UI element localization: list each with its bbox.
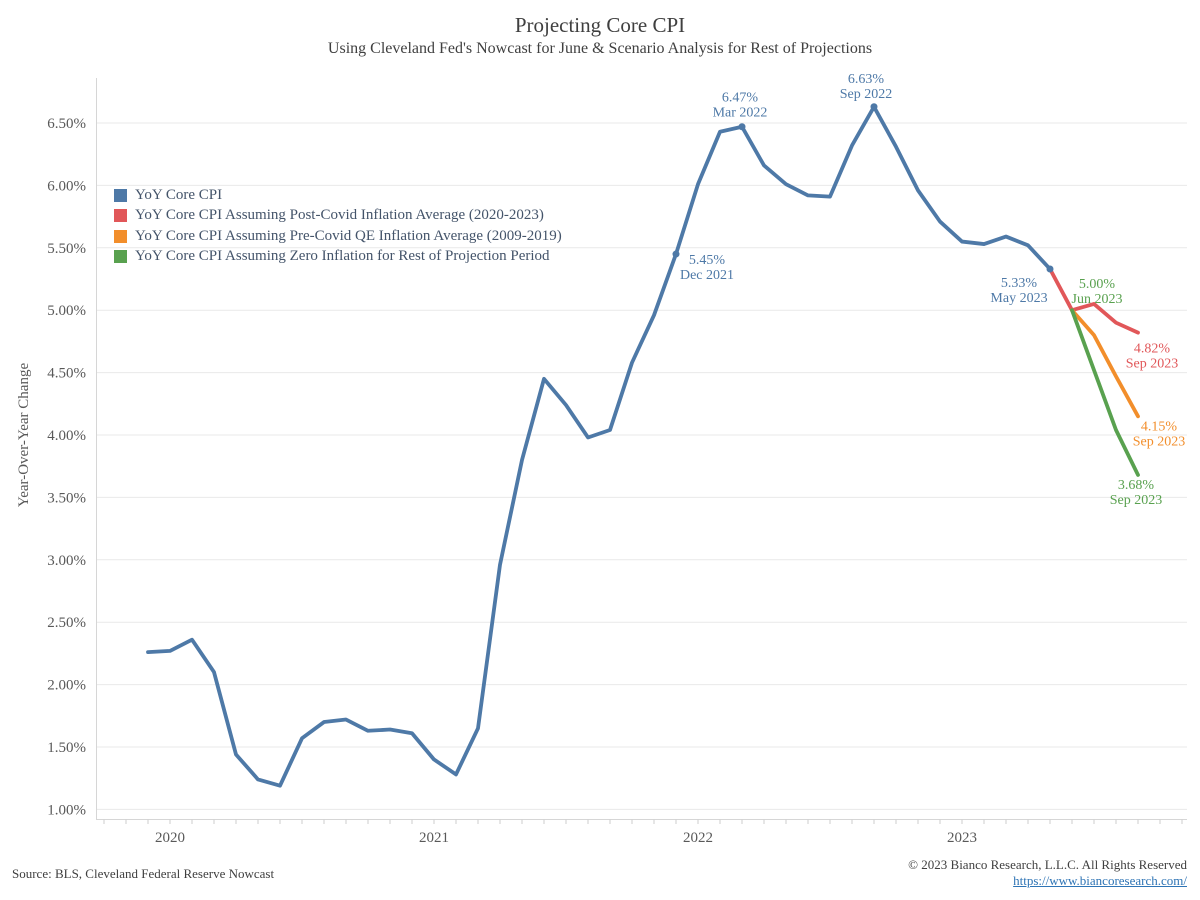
website-link[interactable]: https://www.biancoresearch.com/	[1013, 873, 1187, 888]
y-tick-label: 6.50%	[47, 116, 86, 132]
annotation-date: Jun 2023	[1072, 292, 1123, 307]
annotation-date: Mar 2022	[713, 106, 768, 121]
series-line-2	[1070, 308, 1140, 419]
x-tick-label: 2023	[947, 830, 977, 846]
gridlines	[96, 122, 1187, 810]
y-tick-label: 3.00%	[47, 553, 86, 569]
legend-label: YoY Core CPI Assuming Post-Covid Inflati…	[135, 207, 544, 224]
x-tick-label: 2022	[683, 830, 713, 846]
point-marker	[672, 250, 680, 258]
y-tick-label: 4.50%	[47, 366, 86, 382]
y-axis-title: Year-Over-Year Change	[16, 363, 32, 508]
y-tick-label: 1.00%	[47, 802, 86, 818]
legend-item: YoY Core CPI Assuming Post-Covid Inflati…	[114, 206, 562, 227]
y-tick-label: 5.50%	[47, 241, 86, 257]
legend-swatch	[114, 188, 127, 202]
legend: YoY Core CPI YoY Core CPI Assuming Post-C…	[114, 185, 562, 267]
legend-label: YoY Core CPI	[135, 186, 223, 203]
chart-title: Projecting Core CPI	[514, 13, 686, 37]
point-marker	[738, 123, 746, 131]
y-tick-label: 5.00%	[47, 303, 86, 319]
annotation-value: 4.82%	[1134, 342, 1171, 357]
annotation-date: Dec 2021	[680, 268, 734, 283]
annotation-date: Sep 2023	[1110, 493, 1163, 508]
legend-label: YoY Core CPI Assuming Pre-Covid QE Infla…	[135, 227, 562, 244]
x-tick-label: 2020	[155, 830, 185, 846]
y-tick-label: 1.50%	[47, 740, 86, 756]
series-lines	[146, 103, 1140, 788]
y-tick-label: 3.50%	[47, 490, 86, 506]
y-tick-label: 2.00%	[47, 678, 86, 694]
x-tick-label: 2021	[419, 830, 449, 846]
legend-swatch	[114, 250, 127, 264]
annotation-value: 5.45%	[689, 253, 726, 268]
source-note: Source: BLS, Cleveland Federal Reserve N…	[12, 866, 275, 881]
annotation-date: May 2023	[990, 291, 1047, 306]
legend-item: YoY Core CPI	[114, 185, 562, 206]
y-tick-label: 6.00%	[47, 178, 86, 194]
series-line-1	[1048, 267, 1140, 335]
annotation-value: 6.63%	[848, 72, 885, 87]
annotation-value: 6.47%	[722, 91, 759, 106]
copyright-text: © 2023 Bianco Research, L.L.C. All Right…	[908, 857, 1187, 872]
annotation-value: 3.68%	[1118, 478, 1155, 493]
axes: 6.50% 6.00% 5.50% 5.00% 4.50% 4.00% 3.50% 3.00%…	[47, 78, 1187, 846]
legend-swatch	[114, 209, 127, 223]
annotations: 5.45%Dec 2021 6.47%Mar 2022 6.63%Sep 2022 5…	[680, 72, 1185, 508]
series-line-3	[1070, 308, 1140, 477]
legend-item: YoY Core CPI Assuming Zero Inflation for…	[114, 247, 562, 268]
legend-swatch	[114, 229, 127, 243]
annotation-value: 5.33%	[1001, 276, 1038, 291]
annotation-date: Sep 2023	[1126, 357, 1179, 372]
y-tick-label: 4.00%	[47, 428, 86, 444]
point-marker	[1046, 265, 1054, 273]
point-marker	[870, 103, 878, 111]
annotation-value: 5.00%	[1079, 277, 1116, 292]
legend-label: YoY Core CPI Assuming Zero Inflation for…	[135, 248, 550, 265]
chart-subtitle: Using Cleveland Fed's Nowcast for June &…	[327, 40, 873, 57]
annotation-date: Sep 2023	[1133, 434, 1186, 449]
series-line-0	[146, 104, 1052, 788]
footer-right: © 2023 Bianco Research, L.L.C. All Right…	[908, 857, 1187, 889]
y-tick-label: 2.50%	[47, 615, 86, 631]
annotation-value: 4.15%	[1141, 419, 1178, 434]
legend-item: YoY Core CPI Assuming Pre-Covid QE Infla…	[114, 226, 562, 247]
annotation-date: Sep 2022	[840, 87, 893, 102]
